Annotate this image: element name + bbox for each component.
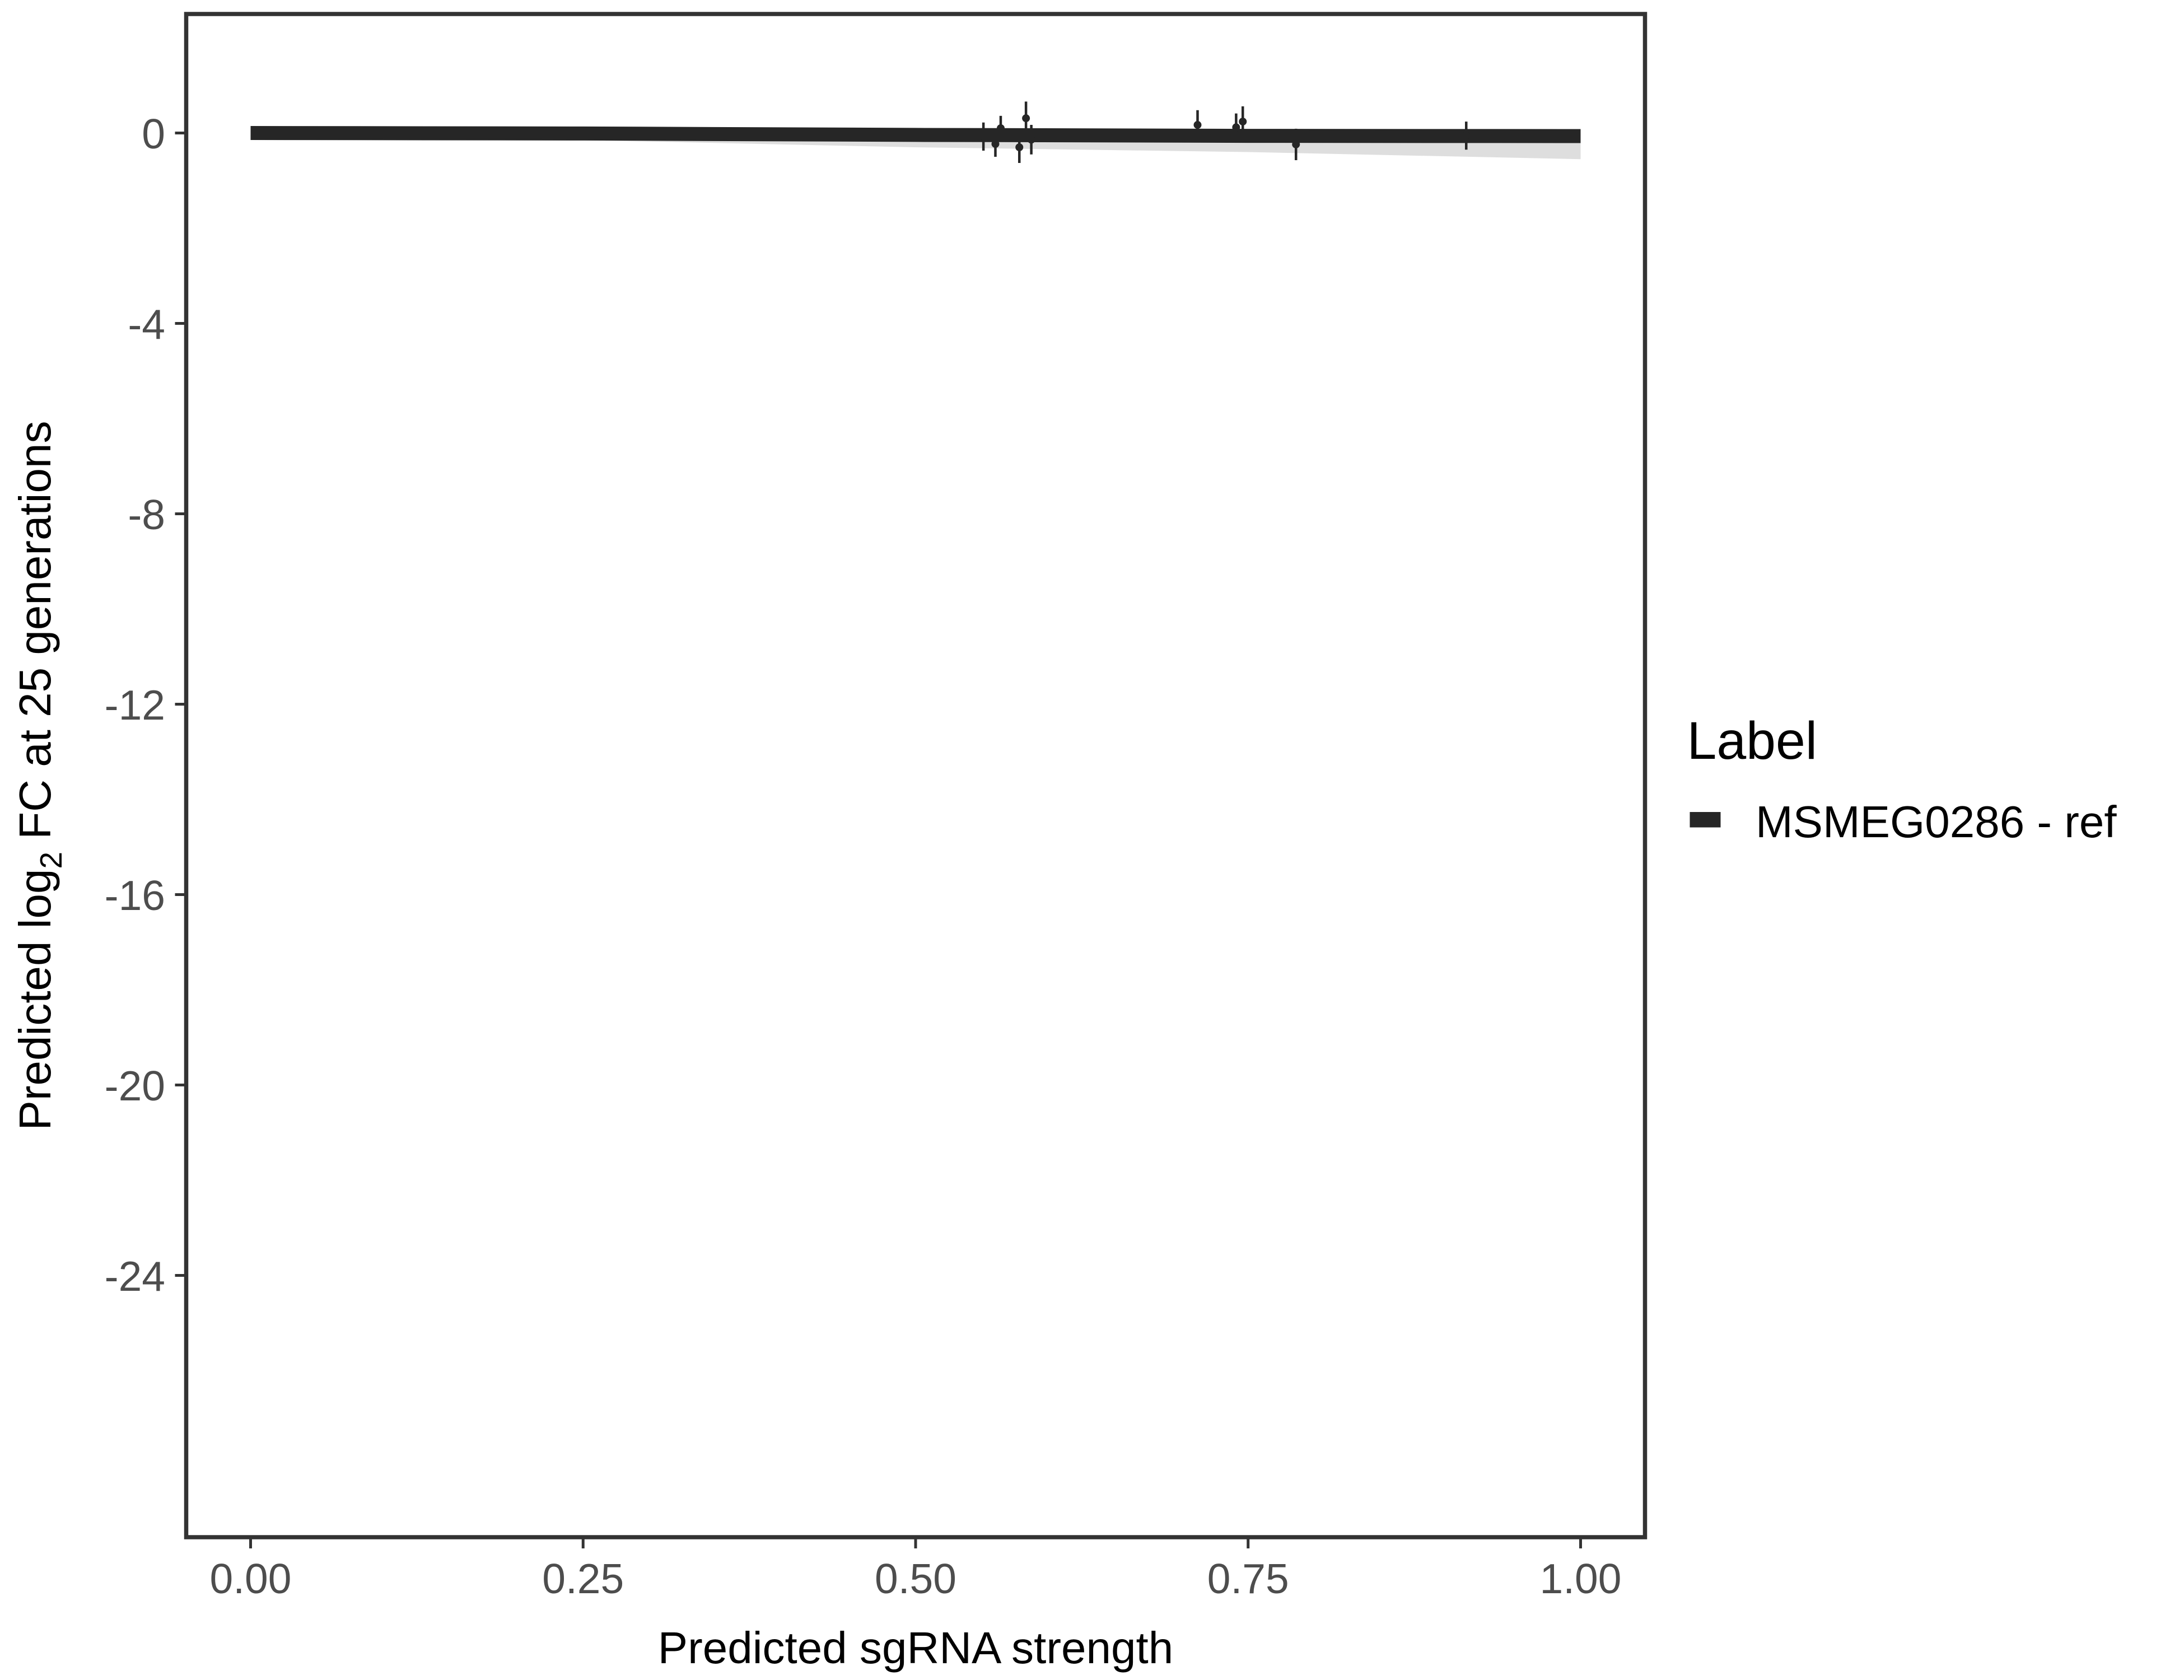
data-point [997, 124, 1005, 132]
x-axis-title: Predicted sgRNA strength [658, 1623, 1173, 1673]
y-tick-label: -20 [105, 1062, 165, 1109]
fit-line [250, 126, 1581, 143]
data-point [1232, 123, 1240, 132]
y-tick-label: -24 [105, 1253, 165, 1300]
data-point [991, 140, 1000, 148]
y-tick-label: 0 [142, 110, 165, 157]
data-point [1015, 143, 1024, 151]
y-tick-label: -4 [128, 301, 165, 348]
x-tick-label: 0.75 [1207, 1555, 1289, 1602]
y-tick-label: -12 [105, 682, 165, 729]
plot-panel-border [184, 12, 1648, 1539]
y-axis: 0 -4 -8 -12 -16 -20 -24 [105, 110, 186, 1300]
data-point [1022, 114, 1030, 123]
y-tick-label: -8 [128, 491, 165, 538]
data-point [1292, 140, 1300, 148]
x-tick-label: 0.50 [875, 1555, 956, 1602]
y-axis-title: Predicted log2 FC at 25 generations [10, 421, 68, 1131]
data-point [1193, 121, 1202, 129]
legend-entry-label: MSMEG0286 - ref [1756, 797, 2117, 847]
plot-marks [250, 101, 1581, 164]
data-point [979, 132, 988, 141]
data-point [1027, 136, 1035, 144]
legend-title: Label [1687, 711, 1817, 771]
legend-key [1690, 812, 1721, 828]
x-axis: 0.00 0.25 0.50 0.75 1.00 [210, 1537, 1622, 1602]
legend: Label MSMEG0286 - ref [1687, 711, 2117, 847]
data-point [1462, 131, 1471, 139]
x-tick-label: 0.00 [210, 1555, 292, 1602]
x-tick-label: 1.00 [1540, 1555, 1622, 1602]
data-point [1239, 118, 1247, 126]
x-tick-label: 0.25 [542, 1555, 624, 1602]
y-tick-label: -16 [105, 872, 165, 919]
